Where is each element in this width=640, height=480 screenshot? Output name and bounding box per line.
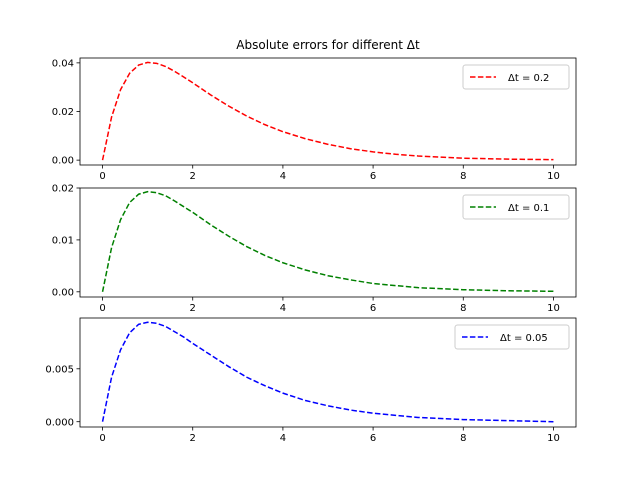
x-tick-label: 4: [280, 171, 286, 182]
x-tick-label: 4: [280, 433, 286, 444]
legend-label: Δt = 0.1: [508, 203, 549, 214]
x-tick-label: 6: [370, 433, 376, 444]
x-tick-label: 6: [370, 171, 376, 182]
axes-frame: [79, 187, 577, 298]
legend-label: Δt = 0.2: [508, 73, 549, 84]
subplot-2: 0 2 4 6 8 10 0.00 0.01 0.02 Δt = 0.1: [52, 184, 577, 314]
x-tick-label: 6: [370, 303, 376, 314]
y-tick-label: 0.04: [52, 58, 74, 69]
chart-title: Absolute errors for different Δt: [236, 38, 420, 52]
axes-frame: [79, 317, 577, 428]
legend-label: Δt = 0.05: [500, 333, 548, 344]
series-line-3-1: [101, 321, 554, 423]
subplot-3: 0 2 4 6 8 10 0.000 0.005 Δt = 0.05: [45, 317, 577, 444]
y-tick-label: 0.00: [52, 156, 74, 167]
legend-box: [462, 64, 570, 90]
x-tick-label: 10: [547, 433, 560, 444]
x-tick-label: 2: [190, 171, 196, 182]
y-tick-label: 0.005: [45, 364, 74, 375]
x-tick-label: 10: [547, 171, 560, 182]
x-tick-label: 8: [460, 303, 466, 314]
y-tick-label: 0.02: [52, 184, 74, 195]
series-line-2-1: [101, 190, 554, 293]
y-tick-label: 0.00: [52, 287, 74, 298]
legend: Δt = 0.2: [462, 64, 570, 90]
legend-box: [454, 324, 570, 350]
legend-box: [462, 194, 570, 220]
y-tick-label: 0.000: [45, 417, 74, 428]
series-line-1-1: [101, 61, 554, 161]
x-tick-label: 4: [280, 303, 286, 314]
x-tick-label: 8: [460, 433, 466, 444]
subplot-1: 0 2 4 6 8 10 0.00 0.02 0.04 Δt = 0.2: [52, 57, 577, 182]
subplots-container: 0 2 4 6 8 10 0.00 0.02 0.04 Δt = 0.2 0 2 4 6 8 10 0.00 0.…: [45, 57, 577, 444]
x-tick-label: 8: [460, 171, 466, 182]
x-tick-label: 2: [190, 433, 196, 444]
legend: Δt = 0.1: [462, 194, 570, 220]
x-tick-label: 10: [547, 303, 560, 314]
y-tick-label: 0.02: [52, 107, 74, 118]
x-tick-label: 2: [190, 303, 196, 314]
x-tick-label: 0: [99, 171, 105, 182]
legend: Δt = 0.05: [454, 324, 570, 350]
y-tick-label: 0.01: [52, 236, 74, 247]
x-tick-label: 0: [99, 433, 105, 444]
x-tick-label: 0: [99, 303, 105, 314]
